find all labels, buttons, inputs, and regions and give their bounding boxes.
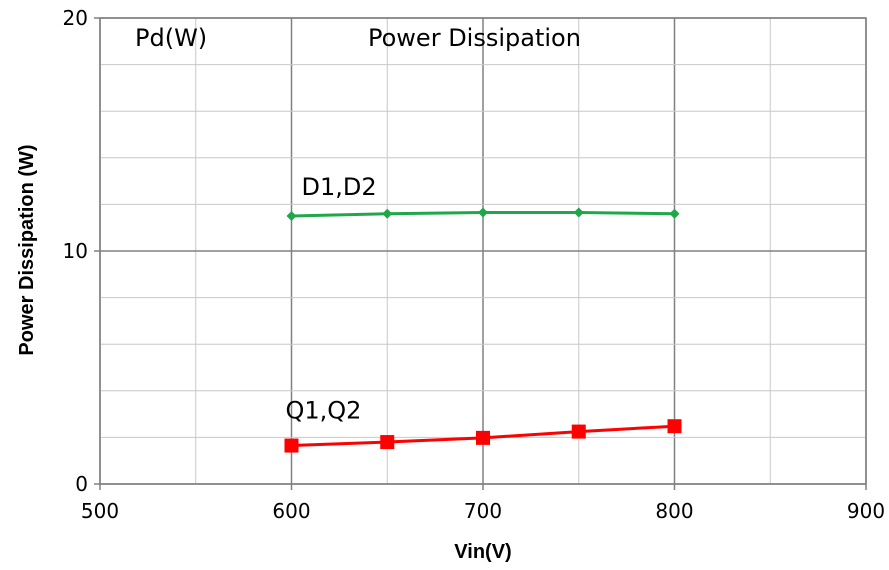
y-axis-title: Power Dissipation (W) bbox=[16, 144, 38, 355]
data-point-marker bbox=[284, 438, 299, 453]
series-lines bbox=[284, 207, 682, 453]
data-point-marker bbox=[669, 208, 680, 219]
data-point-marker bbox=[380, 435, 395, 450]
data-point-marker bbox=[286, 211, 297, 222]
annotation-pd: Pd(W) bbox=[135, 24, 207, 52]
data-point-marker bbox=[573, 207, 584, 218]
grid bbox=[94, 17, 867, 490]
x-tick-labels: 500 600 700 800 900 bbox=[81, 499, 885, 523]
data-point-marker bbox=[476, 430, 490, 445]
y-tick-label: 10 bbox=[63, 239, 88, 263]
x-tick-label: 600 bbox=[272, 499, 310, 523]
x-tick-label: 500 bbox=[81, 499, 119, 523]
series-label: D1,D2 bbox=[302, 173, 377, 201]
series-label: Q1,Q2 bbox=[286, 397, 362, 425]
y-tick-label: 0 bbox=[75, 472, 88, 496]
x-tick-label: 700 bbox=[464, 499, 502, 523]
data-point-marker bbox=[478, 207, 488, 218]
y-tick-labels: 0 10 20 bbox=[63, 6, 88, 496]
data-point-marker bbox=[667, 419, 682, 434]
plot-area-border bbox=[99, 17, 867, 485]
y-tick-label: 20 bbox=[63, 6, 88, 30]
x-axis-title: Vin(V) bbox=[454, 541, 511, 563]
x-tick-label: 800 bbox=[655, 499, 693, 523]
x-tick-label: 900 bbox=[847, 499, 885, 523]
data-point-marker bbox=[571, 424, 586, 439]
annotation-power-dissipation: Power Dissipation bbox=[368, 24, 581, 52]
series-labels: D1,D2 Q1,Q2 bbox=[286, 173, 377, 425]
data-point-marker bbox=[382, 208, 393, 219]
